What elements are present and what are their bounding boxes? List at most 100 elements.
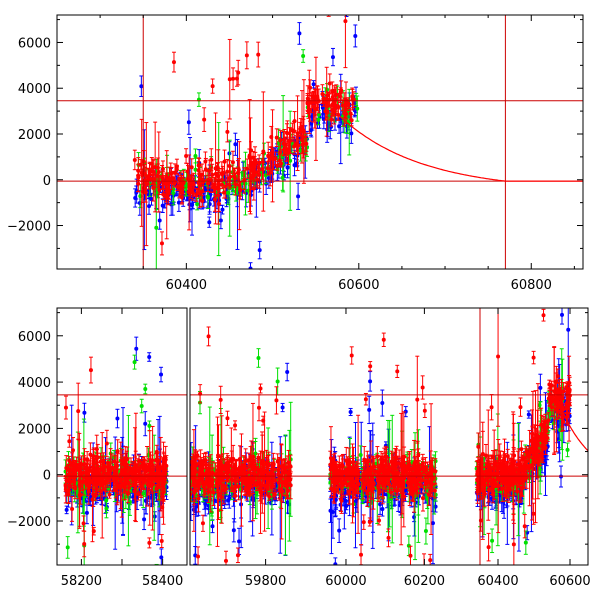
y-tick-label: 2000 (18, 128, 51, 143)
marker (160, 166, 165, 171)
data-point-red (150, 158, 155, 177)
marker (190, 191, 195, 196)
marker (142, 517, 147, 522)
data-point-blue (233, 132, 238, 156)
data-point-red (343, 15, 348, 69)
marker (88, 368, 93, 373)
data-point-red (232, 168, 237, 188)
data-point-red (136, 175, 141, 193)
data-point-blue (311, 80, 316, 89)
marker (174, 164, 179, 169)
marker (84, 510, 89, 515)
data-point-red (222, 149, 227, 174)
data-point-red (310, 92, 315, 101)
data-point-blue (152, 511, 157, 522)
data-point-red (245, 158, 250, 179)
marker (203, 167, 208, 172)
data-point-green (193, 148, 198, 164)
marker (179, 183, 184, 188)
data-point-red (295, 95, 300, 172)
marker (185, 169, 190, 174)
marker (346, 101, 351, 106)
data-point-blue (248, 262, 253, 269)
data-point-red (343, 99, 348, 118)
marker (171, 60, 176, 65)
marker (287, 138, 292, 143)
marker (132, 360, 137, 365)
data-point-blue (160, 198, 165, 213)
data-point-red (284, 123, 289, 143)
marker (310, 94, 315, 99)
y-tick-label: 0 (43, 174, 51, 189)
marker (143, 386, 148, 391)
marker (227, 77, 232, 82)
y-tick-label: 6000 (18, 36, 51, 51)
data-point-blue (159, 366, 164, 383)
marker (269, 151, 274, 156)
marker (125, 491, 130, 496)
data-point-red (168, 162, 173, 185)
marker (199, 177, 204, 182)
marker (247, 153, 252, 158)
marker (156, 170, 161, 175)
marker (273, 156, 278, 161)
marker (70, 448, 75, 453)
data-point-red (179, 174, 184, 197)
marker (157, 218, 162, 223)
marker (172, 170, 177, 175)
marker (260, 159, 265, 164)
data-point-red (338, 87, 343, 98)
data-point-red (227, 170, 232, 186)
marker (154, 225, 159, 230)
marker (296, 194, 301, 199)
marker (222, 190, 227, 195)
data-point-blue (139, 75, 144, 98)
marker (191, 182, 196, 187)
model-curve (323, 100, 583, 182)
data-point-blue (143, 411, 148, 437)
marker (215, 186, 220, 191)
data-point-green (195, 197, 200, 211)
marker (134, 346, 139, 351)
marker (209, 157, 214, 162)
marker (193, 167, 198, 172)
marker (164, 182, 169, 187)
marker (231, 76, 236, 81)
marker (202, 117, 207, 122)
marker (147, 355, 152, 360)
marker (220, 207, 225, 212)
marker (292, 129, 297, 134)
marker (186, 120, 191, 125)
marker (216, 201, 221, 206)
marker (331, 101, 336, 106)
marker (215, 164, 220, 169)
marker (282, 137, 287, 142)
data-point-blue (296, 182, 301, 210)
marker (139, 404, 144, 409)
marker (330, 55, 335, 60)
y-tick-label: −2000 (7, 220, 51, 235)
data-point-red (220, 168, 225, 181)
marker (234, 76, 239, 81)
data-point-red (260, 153, 265, 171)
marker (115, 416, 120, 421)
marker (151, 185, 156, 190)
data-point-red (200, 194, 205, 207)
data-point-red (265, 161, 270, 176)
marker (256, 52, 261, 57)
data-point-red (278, 130, 283, 151)
data-point-blue (257, 240, 262, 260)
marker (136, 181, 141, 186)
data-point-blue (159, 548, 164, 565)
data-point-red (315, 85, 320, 112)
marker (82, 410, 87, 415)
marker (190, 202, 195, 207)
marker (250, 167, 255, 172)
data-point-red (191, 172, 196, 197)
data-point-red (186, 165, 191, 193)
data-point-red (244, 41, 249, 70)
marker (336, 104, 341, 109)
data-point-blue (134, 185, 139, 200)
data-point-red (298, 121, 303, 136)
